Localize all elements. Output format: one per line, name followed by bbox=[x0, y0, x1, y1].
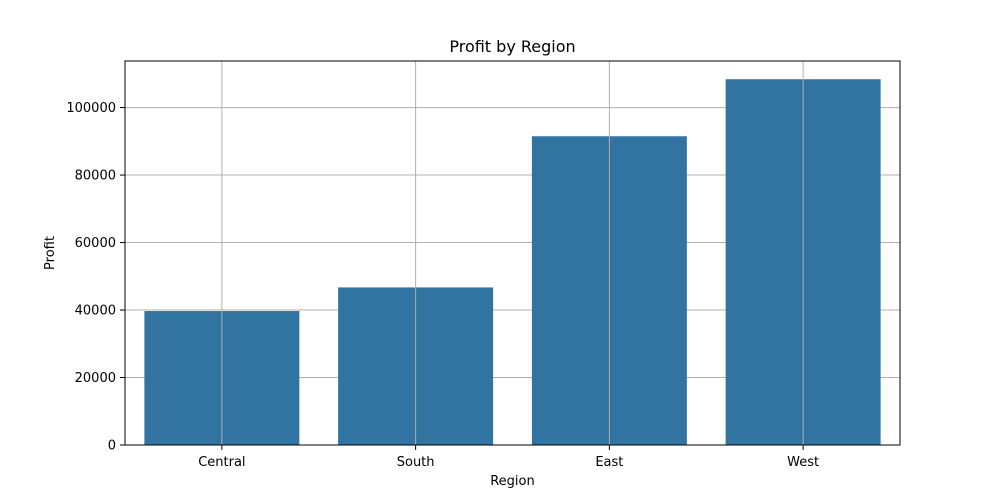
chart-title: Profit by Region bbox=[449, 37, 575, 56]
x-axis-label: Region bbox=[490, 474, 535, 489]
y-tick-label: 60000 bbox=[75, 236, 116, 251]
ticks-layer: 0 20000 40000 60000 80000 100000 Central South E… bbox=[66, 101, 819, 470]
vertical-grid-layer bbox=[221, 61, 804, 445]
y-axis-label: Profit bbox=[43, 236, 58, 270]
x-tick-label: West bbox=[787, 455, 819, 470]
y-tick-label: 80000 bbox=[75, 169, 116, 184]
x-tick-label: South bbox=[397, 455, 435, 470]
y-tick-label: 100000 bbox=[66, 101, 116, 116]
y-tick-label: 20000 bbox=[75, 371, 116, 386]
y-tick-label: 0 bbox=[108, 439, 116, 454]
bars-layer bbox=[144, 79, 881, 446]
x-tick-label: Central bbox=[198, 455, 245, 470]
plot-frame bbox=[124, 60, 901, 446]
x-tick-label: East bbox=[595, 455, 623, 470]
y-tick-label: 40000 bbox=[75, 304, 116, 319]
